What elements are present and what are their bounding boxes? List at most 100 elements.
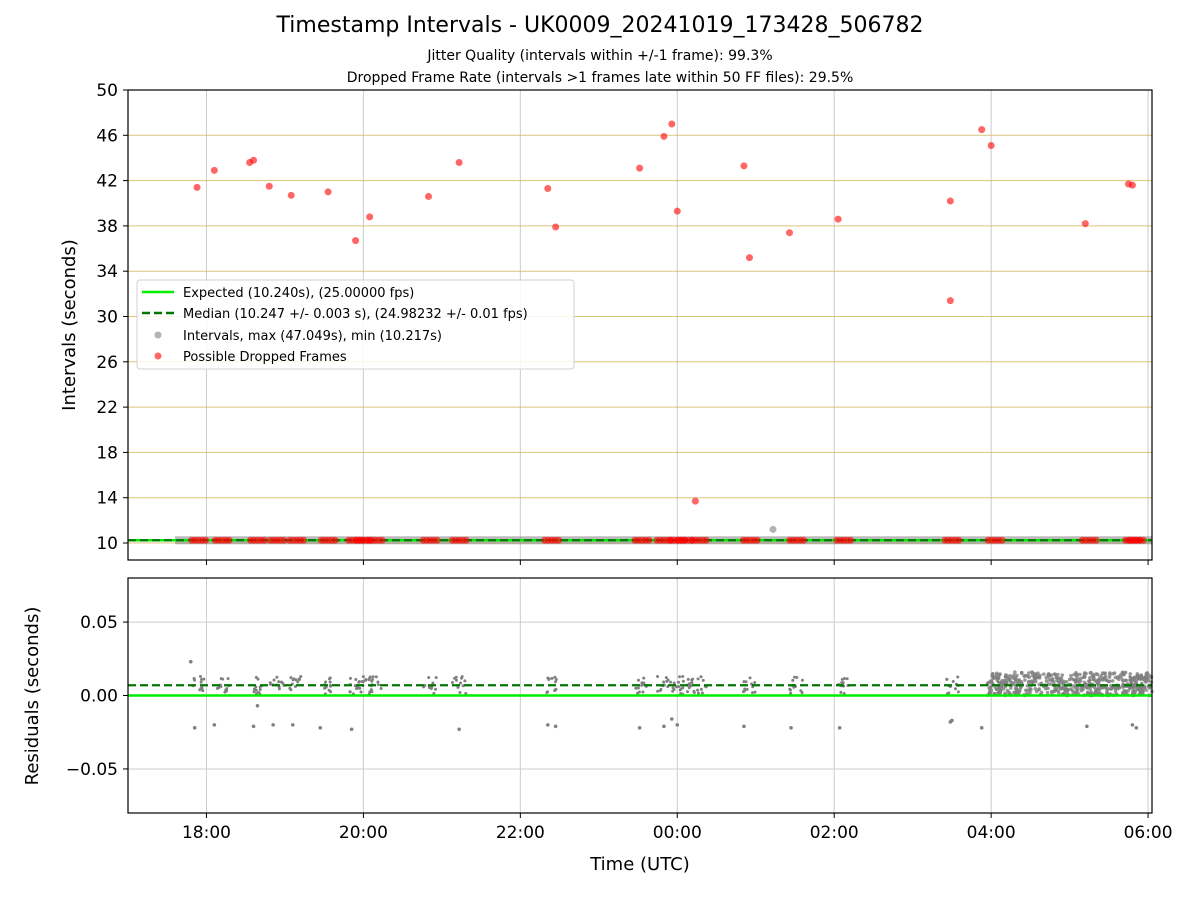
residual-point [1013,679,1018,684]
residual-point [288,686,292,690]
residual-point [1037,676,1042,680]
residual-point [656,675,660,679]
dropped-frame-point [193,183,201,191]
residual-point [995,676,1000,680]
intervals-x-ticks [205,560,1149,565]
residuals-y-tick-label: 0.00 [80,687,118,707]
residual-point [1045,690,1050,695]
residual-point [379,687,383,691]
residual-point [1082,671,1087,675]
dropped-frame-point [280,536,288,544]
residual-point [1096,682,1100,686]
residual-outlier-point [742,724,746,729]
residual-point [221,677,225,681]
residual-point [1082,675,1087,680]
residuals-y-ticks: 0.05 0.00 −0.05 [66,613,128,780]
residual-outlier-point [349,727,354,732]
x-tick-label: 22:00 [496,823,545,843]
residual-point [637,690,641,694]
dropped-frame-point [834,215,842,223]
intervals-panel: 10 14 18 22 26 30 34 38 42 46 50 Intervals (second… [59,81,1153,565]
residual-point [662,680,666,684]
residual-point [368,690,372,694]
residual-point [547,677,551,681]
residual-point [1032,673,1037,678]
residual-point [678,688,682,692]
dropped-frame-point [800,536,808,544]
dropped-frame-point [455,158,463,166]
residual-point [656,689,660,693]
dropped-frame-point [946,197,954,205]
chart-subtitle-dropped: Dropped Frame Rate (intervals >1 frames … [346,70,854,86]
residual-point [753,681,757,685]
x-tick-label: 18:00 [182,823,231,843]
residual-point [1010,675,1014,679]
residual-outlier-point [212,723,217,727]
residual-point [1137,686,1141,691]
residual-point [258,688,262,692]
residual-point [359,690,363,694]
residual-point [842,677,846,681]
chart-title: Timestamp Intervals - UK0009_20241019_17… [276,13,924,38]
residual-point [454,678,458,682]
residual-point [202,677,206,681]
residual-point [1107,671,1112,675]
residual-point [1008,686,1013,690]
residual-point [681,679,685,683]
residual-point [672,681,676,685]
residual-point [1140,681,1144,685]
residual-outlier-point [290,723,295,727]
residual-point [1073,678,1077,682]
residual-point [1059,687,1063,691]
x-tick-label: 00:00 [653,823,702,843]
residuals-y-tick-label: −0.05 [66,760,118,780]
residual-outlier-point [637,726,642,730]
residual-point [795,676,799,680]
intervals-y-tick-label: 10 [96,534,118,554]
residual-point [1018,688,1022,692]
residual-point [988,679,993,683]
dropped-frame-point [260,536,268,544]
residual-point [456,685,460,689]
intervals-y-tick-label: 30 [96,308,118,328]
residual-point [1129,676,1134,681]
residual-point [788,688,792,692]
dropped-frame-point [702,536,710,544]
residual-point [226,677,230,681]
residual-point [699,687,703,691]
residual-point [998,672,1002,676]
residual-point [744,680,748,684]
dropped-frame-point [1128,181,1136,189]
residual-point [699,675,703,679]
residual-point [1030,670,1035,675]
residual-point [701,678,705,682]
residual-point [371,675,375,679]
residual-outlier-point [950,718,954,723]
residual-point [215,686,219,690]
residual-point [678,675,682,679]
residual-point [458,691,462,695]
residual-point [289,676,293,680]
residual-point [641,682,645,686]
residual-point [1147,685,1152,690]
residual-point [1026,674,1030,678]
residual-outlier-point [1130,723,1135,727]
residual-point [696,691,700,695]
residual-point [1121,670,1126,675]
intervals-y-tick-label: 42 [96,172,118,192]
residual-point [987,689,992,694]
residual-point [1053,672,1058,677]
interval-point [769,525,777,533]
residual-point [791,678,795,682]
residual-point [1053,687,1058,691]
residual-point [193,678,197,682]
dropped-frame-point [673,207,681,215]
residual-point [1044,679,1049,683]
dropped-frame-point [978,126,986,134]
residual-point [1097,678,1102,683]
residual-point [1046,672,1051,676]
residual-point [988,686,992,690]
dropped-frame-point [544,185,552,193]
chart-subtitle-jitter: Jitter Quality (intervals within +/-1 fr… [427,48,773,64]
